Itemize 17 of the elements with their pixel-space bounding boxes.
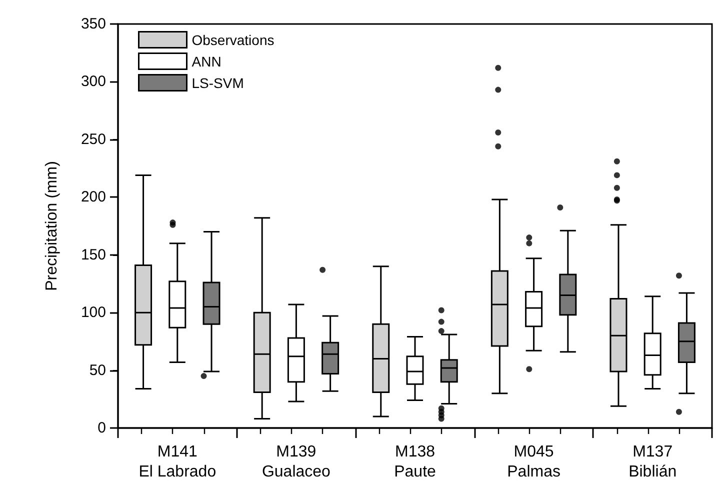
- legend-label: ANN: [192, 53, 222, 70]
- y-tick-label: 150: [80, 246, 106, 264]
- x-tick-label: M141 El Labrado: [138, 444, 216, 480]
- y-tick-label: 300: [80, 73, 106, 90]
- y-tick-label: 350: [80, 16, 106, 32]
- x-tick-label: M139 Gualaceo: [262, 444, 331, 480]
- x-tick-label: M138 Paute: [394, 444, 436, 480]
- x-tick-label: M045 Palmas: [507, 444, 560, 480]
- y-tick-label: 0: [98, 420, 106, 436]
- y-tick-label: 100: [80, 304, 106, 322]
- legend-label: Observations: [192, 32, 274, 48]
- y-axis-title: Precipitation (mm): [44, 161, 60, 291]
- legend-label: LS-SVM: [192, 74, 244, 91]
- y-tick-label: 50: [89, 362, 106, 379]
- x-tick-label: M137 Biblián: [628, 444, 677, 480]
- y-tick-label: 250: [80, 130, 106, 148]
- y-tick-label: 200: [80, 188, 106, 206]
